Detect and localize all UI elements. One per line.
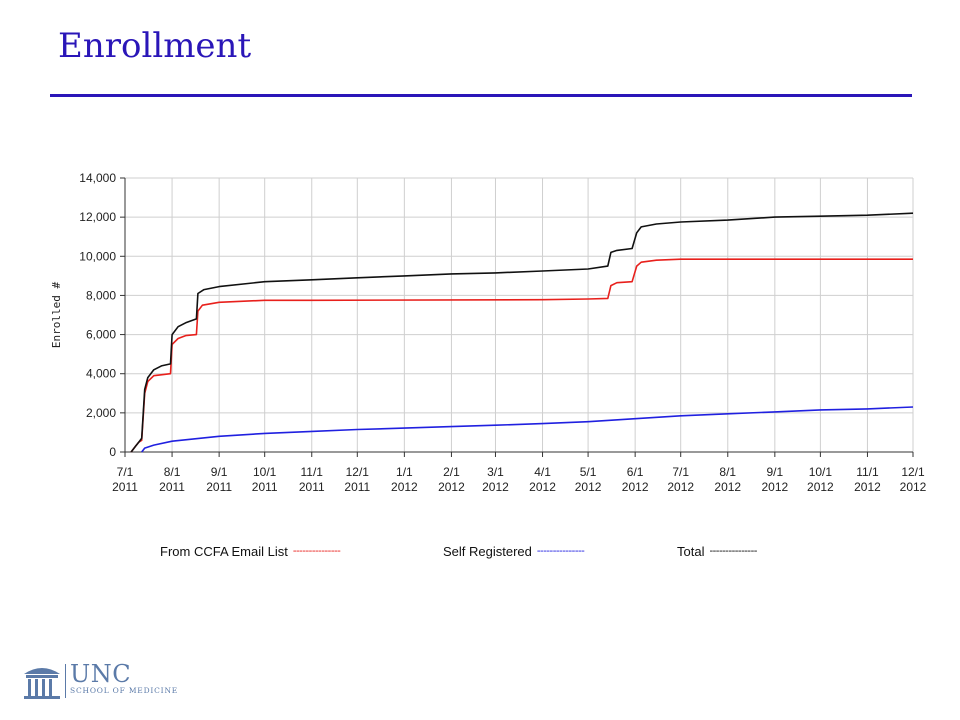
- x-tick-year-label: 2012: [714, 480, 741, 494]
- x-tick-label: 9/1: [211, 465, 228, 479]
- x-tick-year-label: 2011: [299, 480, 325, 494]
- x-tick-label: 9/1: [766, 465, 783, 479]
- y-axis-ticks: 0 2,000 4,000 6,000 8,000 10,000 12,000 14,000: [79, 171, 125, 459]
- x-tick-year-label: 2012: [529, 480, 556, 494]
- legend-item-total: Total ---------------: [677, 544, 757, 559]
- x-tick-year-label: 2012: [622, 480, 649, 494]
- series-line-total: [130, 212, 914, 453]
- x-tick-label: 12/1: [346, 465, 370, 479]
- legend-swatch: ---------------: [536, 545, 585, 557]
- logo-name: UNC: [70, 660, 132, 688]
- legend-swatch: ---------------: [709, 545, 757, 557]
- slide-title: Enrollment: [58, 26, 252, 66]
- x-tick-label: 8/1: [719, 465, 736, 479]
- legend-item-self-registered: Self Registered ---------------: [443, 544, 585, 559]
- unc-logo: UNC SCHOOL OF MEDICINE: [20, 660, 180, 702]
- y-tick-label: 10,000: [79, 249, 116, 263]
- legend-label: Self Registered: [443, 544, 532, 559]
- x-tick-label: 3/1: [487, 465, 504, 479]
- legend-swatch: ---------------: [292, 545, 341, 557]
- y-tick-label: 4,000: [86, 367, 116, 381]
- old-well-icon: [24, 668, 60, 699]
- x-tick-label: 12/1: [901, 465, 925, 479]
- x-tick-year-label: 2012: [575, 480, 602, 494]
- y-axis-label: Enrolled #: [50, 282, 63, 349]
- legend-label: Total: [677, 544, 705, 559]
- x-tick-label: 11/1: [301, 465, 324, 479]
- y-tick-label: 12,000: [79, 210, 116, 224]
- y-tick-label: 2,000: [86, 406, 116, 420]
- x-tick-year-label: 2012: [482, 480, 509, 494]
- x-tick-year-label: 2012: [438, 480, 465, 494]
- x-tick-label: 7/1: [672, 465, 689, 479]
- x-tick-year-label: 2011: [112, 480, 138, 494]
- x-tick-label: 2/1: [443, 465, 460, 479]
- legend-item-email-list: From CCFA Email List ---------------: [160, 544, 341, 559]
- y-tick-label: 0: [109, 445, 116, 459]
- x-tick-year-label: 2012: [761, 480, 788, 494]
- y-tick-label: 6,000: [86, 328, 116, 342]
- logo-subtitle: SCHOOL OF MEDICINE: [70, 686, 179, 695]
- x-axis-ticks: 7/120118/120119/1201110/1201111/1201112/…: [112, 452, 927, 494]
- y-tick-label: 8,000: [86, 288, 116, 302]
- x-tick-year-label: 2012: [391, 480, 418, 494]
- x-tick-label: 1/1: [396, 465, 413, 479]
- x-tick-label: 8/1: [164, 465, 181, 479]
- legend-label: From CCFA Email List: [160, 544, 288, 559]
- x-tick-year-label: 2012: [854, 480, 881, 494]
- x-tick-year-label: 2012: [667, 480, 694, 494]
- x-tick-label: 5/1: [580, 465, 597, 479]
- x-tick-year-label: 2012: [900, 480, 927, 494]
- title-divider: [50, 94, 912, 97]
- x-tick-year-label: 2011: [159, 480, 185, 494]
- chart-axes: [124, 178, 913, 453]
- chart-series: [130, 212, 914, 453]
- series-line-self-registered: [141, 406, 914, 453]
- x-tick-label: 7/1: [117, 465, 134, 479]
- x-tick-year-label: 2011: [252, 480, 278, 494]
- x-tick-label: 11/1: [856, 465, 879, 479]
- x-tick-label: 4/1: [534, 465, 551, 479]
- x-tick-year-label: 2011: [206, 480, 232, 494]
- series-line-from-ccfa-email-list: [130, 258, 913, 453]
- x-tick-label: 10/1: [809, 465, 833, 479]
- x-tick-year-label: 2011: [344, 480, 370, 494]
- x-tick-label: 6/1: [627, 465, 644, 479]
- x-tick-label: 10/1: [253, 465, 277, 479]
- logo-divider: [65, 664, 66, 698]
- y-tick-label: 14,000: [79, 171, 116, 185]
- x-tick-year-label: 2012: [807, 480, 834, 494]
